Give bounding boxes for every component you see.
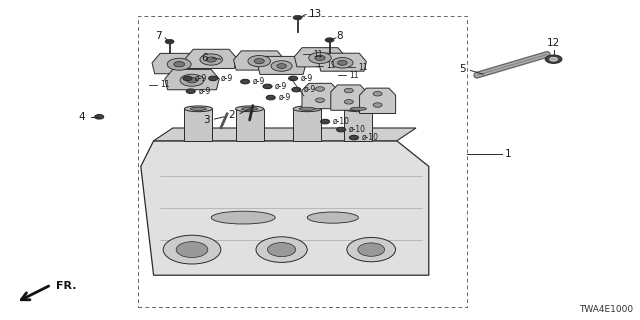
Circle shape [200, 54, 223, 65]
Ellipse shape [351, 107, 367, 110]
Circle shape [358, 243, 385, 256]
Text: 4: 4 [79, 112, 85, 122]
Circle shape [316, 98, 324, 102]
Text: 13: 13 [309, 9, 323, 19]
Circle shape [180, 74, 204, 86]
Circle shape [373, 103, 382, 107]
Text: 5: 5 [459, 64, 465, 74]
Text: ø-9: ø-9 [195, 74, 207, 83]
Circle shape [338, 60, 348, 65]
Text: 8: 8 [336, 31, 342, 42]
Text: 3: 3 [204, 115, 210, 125]
Text: ø-10: ø-10 [349, 125, 366, 134]
Polygon shape [294, 48, 346, 67]
Polygon shape [331, 85, 367, 110]
Circle shape [248, 55, 271, 67]
Polygon shape [154, 128, 416, 141]
Text: 2: 2 [228, 110, 235, 120]
Circle shape [174, 61, 185, 67]
Text: 7: 7 [155, 31, 161, 41]
Bar [184, 109, 212, 141]
Text: ø-9: ø-9 [253, 77, 265, 86]
Circle shape [266, 95, 275, 100]
Text: ø-9: ø-9 [301, 74, 313, 83]
Circle shape [325, 38, 334, 42]
Circle shape [545, 55, 562, 63]
Bar [138, 16, 467, 307]
Circle shape [277, 64, 287, 68]
Polygon shape [152, 53, 206, 74]
Ellipse shape [293, 106, 321, 112]
Circle shape [347, 237, 396, 262]
Circle shape [289, 76, 298, 81]
Circle shape [271, 61, 292, 71]
Circle shape [344, 100, 353, 104]
Circle shape [337, 127, 346, 132]
Text: 11: 11 [349, 71, 358, 80]
Circle shape [95, 115, 104, 119]
Circle shape [315, 55, 325, 60]
Text: 1: 1 [504, 148, 511, 159]
Circle shape [268, 243, 296, 257]
Polygon shape [319, 53, 366, 71]
Ellipse shape [300, 107, 315, 110]
Ellipse shape [307, 212, 358, 223]
Circle shape [344, 88, 353, 93]
Circle shape [550, 57, 557, 61]
Polygon shape [186, 49, 237, 68]
Circle shape [163, 235, 221, 264]
Circle shape [321, 119, 330, 124]
Text: ø-10: ø-10 [362, 133, 379, 142]
Polygon shape [360, 88, 396, 114]
Circle shape [316, 87, 324, 91]
Ellipse shape [191, 107, 206, 110]
Ellipse shape [236, 106, 264, 112]
Text: 11: 11 [314, 50, 323, 59]
Text: ø-9: ø-9 [221, 74, 233, 83]
Ellipse shape [242, 107, 258, 110]
Bar [293, 109, 321, 141]
Circle shape [206, 57, 216, 62]
Circle shape [187, 77, 197, 83]
Text: ø-9: ø-9 [278, 93, 291, 102]
Circle shape [293, 15, 302, 20]
Circle shape [292, 87, 301, 92]
Circle shape [373, 92, 382, 96]
Text: ø-9: ø-9 [304, 85, 316, 94]
Polygon shape [302, 83, 338, 109]
Circle shape [186, 89, 195, 93]
Text: ø-9: ø-9 [275, 82, 287, 91]
Text: ø-9: ø-9 [198, 87, 211, 96]
Circle shape [176, 242, 208, 258]
Text: FR.: FR. [56, 281, 77, 292]
Text: 11: 11 [358, 63, 368, 72]
Circle shape [209, 76, 218, 81]
Polygon shape [141, 141, 429, 275]
Circle shape [308, 52, 332, 64]
Circle shape [241, 79, 250, 84]
Circle shape [263, 84, 272, 89]
Bar [236, 109, 264, 141]
Polygon shape [257, 56, 306, 74]
Text: 11: 11 [160, 80, 170, 89]
Text: 6: 6 [202, 52, 208, 63]
Ellipse shape [211, 211, 275, 224]
Polygon shape [234, 51, 285, 70]
Circle shape [167, 58, 191, 70]
Circle shape [332, 58, 353, 68]
Circle shape [165, 39, 174, 44]
Circle shape [256, 237, 307, 262]
Text: 12: 12 [547, 38, 560, 48]
Text: ø-10: ø-10 [333, 117, 350, 126]
Text: TWA4E1000: TWA4E1000 [579, 305, 634, 314]
Ellipse shape [184, 106, 212, 112]
Circle shape [349, 135, 358, 140]
Circle shape [183, 76, 192, 81]
Bar [344, 109, 372, 141]
Polygon shape [165, 69, 219, 90]
Ellipse shape [344, 106, 372, 112]
Text: 11: 11 [326, 61, 336, 70]
Circle shape [254, 59, 264, 64]
